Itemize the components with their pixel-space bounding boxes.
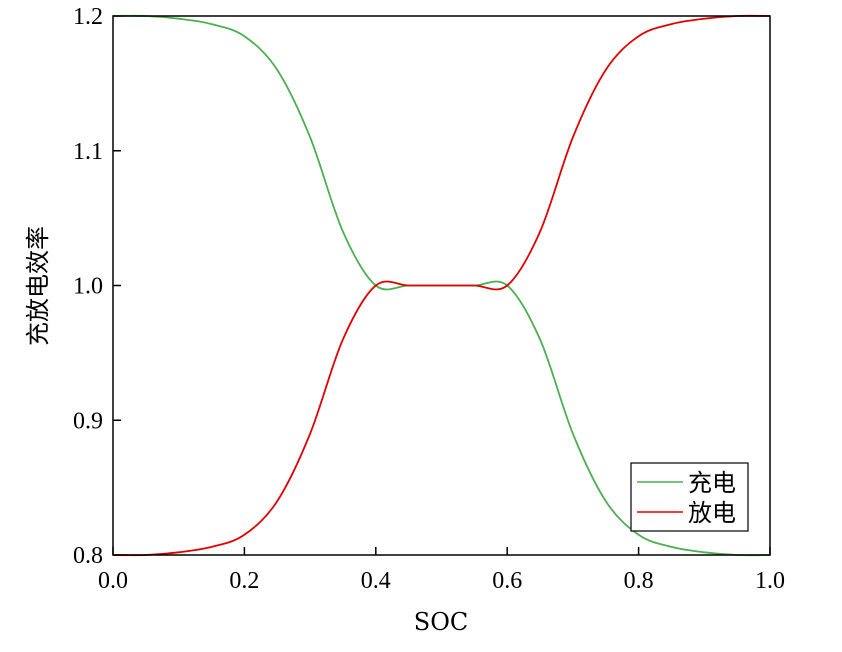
x-axis-label: SOC xyxy=(414,608,468,636)
legend: 充电 放电 xyxy=(630,462,749,532)
x-tick-label: 1.0 xyxy=(755,568,785,594)
y-axis-label: 充放电效率 xyxy=(24,226,52,346)
series-layer xyxy=(112,14,771,557)
legend-box xyxy=(630,462,749,532)
x-tick-label: 0.0 xyxy=(98,568,128,594)
tick-labels: 0.0 0.2 0.4 0.6 0.8 1.0 0.8 0.9 1.0 1.1 1.2 xyxy=(73,4,785,594)
plot-frame xyxy=(112,15,771,556)
y-tick-label: 1.1 xyxy=(73,139,103,165)
x-tick-label: 0.6 xyxy=(492,568,522,594)
series-line-discharge xyxy=(112,14,771,557)
x-tick-label: 0.2 xyxy=(229,568,259,594)
y-tick-label: 0.9 xyxy=(73,408,103,434)
legend-label-charge: 充电 xyxy=(688,469,736,497)
x-tick-label: 0.8 xyxy=(624,568,654,594)
legend-label-discharge: 放电 xyxy=(688,499,736,527)
y-tick-label: 1.2 xyxy=(73,4,103,30)
x-tick-label: 0.4 xyxy=(361,568,391,594)
y-tick-label: 0.8 xyxy=(73,543,103,569)
y-tick-label: 1.0 xyxy=(73,274,103,300)
